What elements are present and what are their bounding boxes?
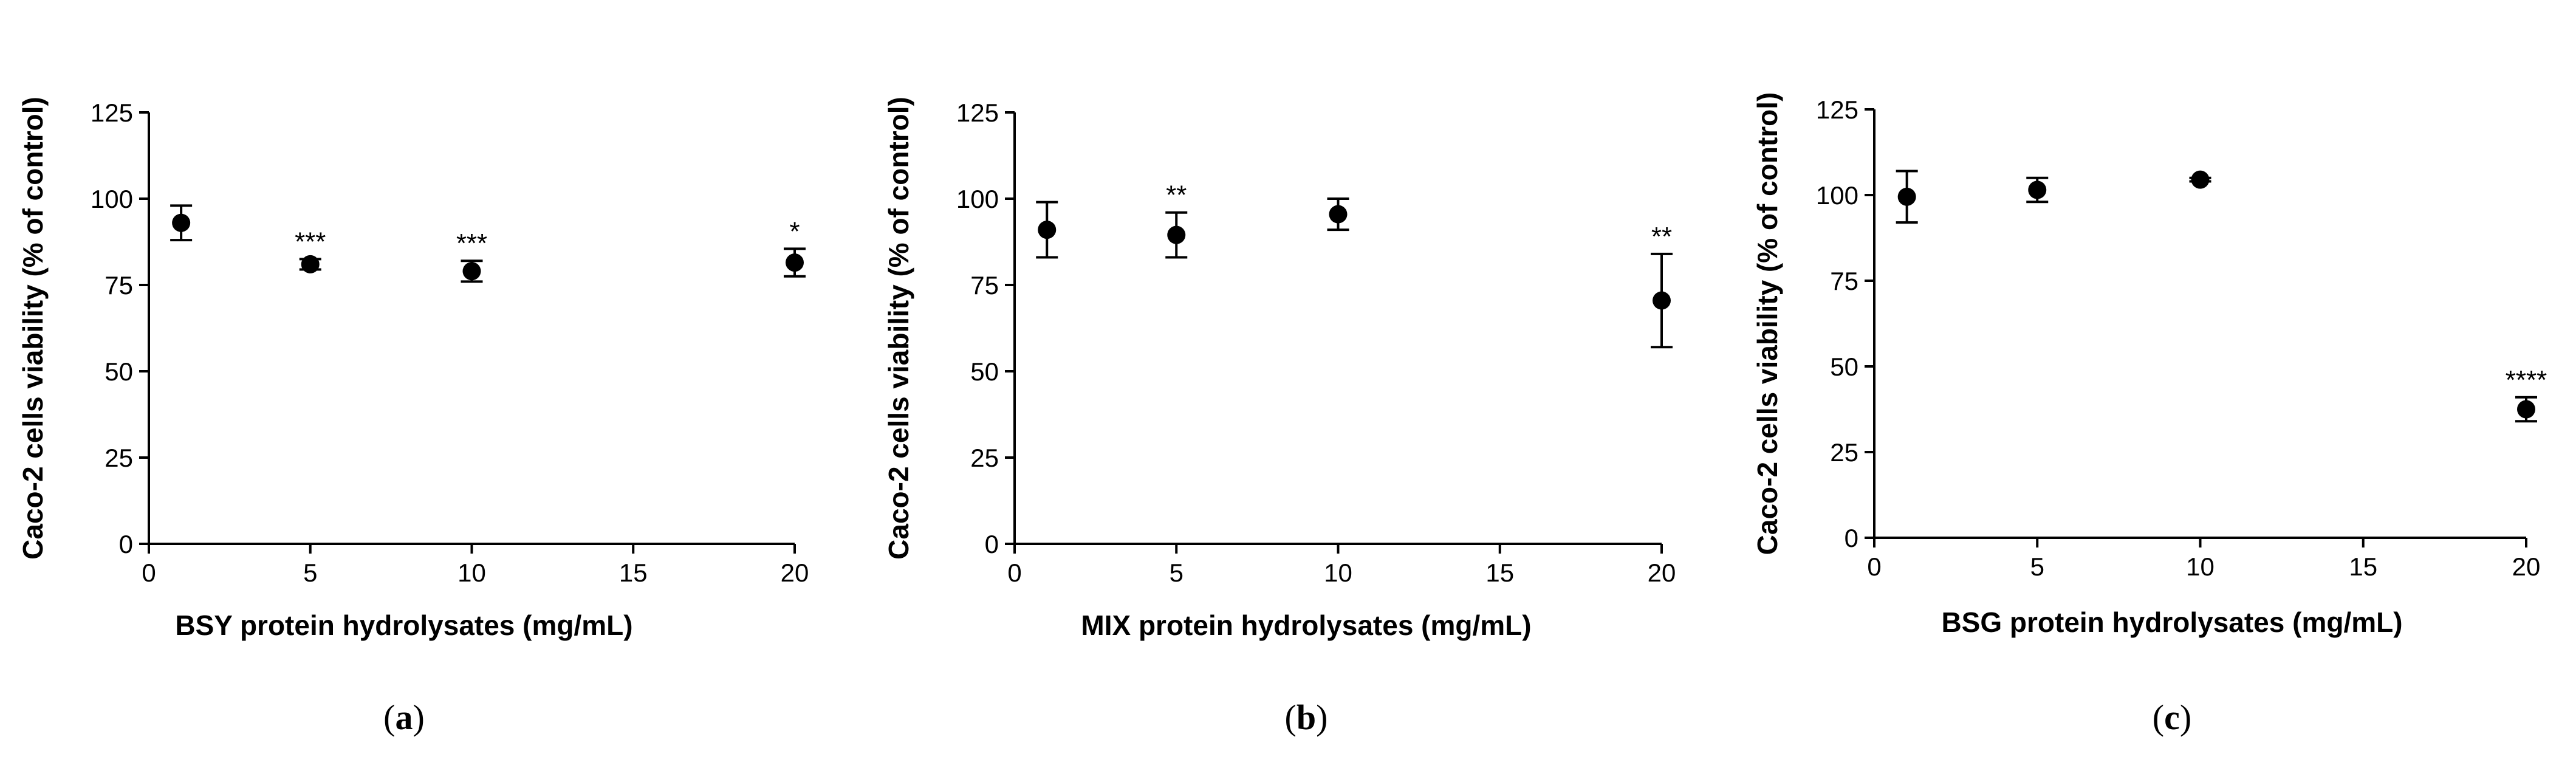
data-point-group: ****: [2506, 365, 2547, 423]
data-point-group: ***: [295, 227, 326, 273]
data-point-group: *: [784, 216, 806, 278]
significance-label: **: [1166, 180, 1187, 210]
y-axis-label: Caco-2 cells viability (% of control): [17, 97, 49, 560]
data-point: [1167, 225, 1186, 244]
data-point-group: **: [1651, 222, 1673, 349]
x-tick-label: 15: [2349, 552, 2377, 581]
x-tick-label: 15: [619, 558, 648, 587]
x-tick-label: 0: [1867, 552, 1881, 581]
panel-a: 0 25 50 75 100 125 0 5 10 15 20 BSY protein hydroly…: [17, 97, 809, 737]
data-point: [1653, 291, 1671, 310]
y-tick-label: 25: [104, 444, 133, 472]
y-tick-label: 0: [119, 530, 133, 558]
x-axis-label: BSY protein hydrolysates (mg/mL): [175, 609, 632, 641]
data-point-group: [170, 204, 193, 242]
significance-label: *: [789, 216, 800, 246]
data-point-group: ***: [456, 228, 487, 283]
x-axis-label: MIX protein hydrolysates (mg/mL): [1081, 609, 1531, 641]
data-point-group: [1327, 197, 1349, 232]
x-axis-label: BSG protein hydrolysates (mg/mL): [1941, 606, 2402, 638]
x-tick-label: 10: [1324, 558, 1352, 587]
data-point: [786, 253, 804, 272]
data-point: [172, 213, 191, 232]
y-tick-label: 50: [104, 357, 133, 386]
x-tick-label: 5: [1170, 558, 1184, 587]
y-tick-label: 50: [1830, 352, 1858, 381]
x-tick-label: 20: [2512, 552, 2541, 581]
data-point: [301, 255, 320, 273]
y-tick-label: 25: [1830, 438, 1858, 467]
x-tick-label: 5: [2030, 552, 2044, 581]
x-tick-label: 20: [781, 558, 809, 587]
y-tick-label: 100: [956, 185, 999, 213]
panel-label: (c): [2153, 698, 2191, 737]
significance-label: ***: [295, 227, 326, 256]
panel-label: (a): [383, 698, 425, 737]
data-point: [2028, 180, 2047, 199]
data-point: [2517, 400, 2535, 419]
significance-label: ****: [2506, 365, 2547, 395]
y-tick-label: 75: [970, 271, 999, 300]
data-point-group: **: [1165, 180, 1188, 259]
y-tick-label: 125: [91, 98, 133, 127]
y-tick-label: 100: [91, 185, 133, 213]
y-tick-label: 75: [1830, 267, 1858, 295]
panel-label: (b): [1285, 698, 1328, 737]
data-point-group: [1036, 201, 1058, 259]
x-tick-label: 5: [303, 558, 317, 587]
y-tick-label: 125: [1816, 95, 1858, 124]
y-axis-label: Caco-2 cells viability (% of control): [883, 97, 914, 560]
x-tick-label: 15: [1485, 558, 1514, 587]
data-point: [1038, 221, 1057, 239]
y-tick-label: 75: [104, 271, 133, 300]
y-tick-label: 25: [970, 444, 999, 472]
y-tick-label: 125: [956, 98, 999, 127]
panel-b: 0 25 50 75 100 125 0 5 10 15 20 MIX protein hydroly…: [883, 97, 1676, 737]
y-tick-label: 0: [985, 530, 999, 558]
y-tick-label: 100: [1816, 181, 1858, 210]
y-tick-label: 50: [970, 357, 999, 386]
data-point: [1897, 187, 1916, 206]
x-tick-label: 10: [2186, 552, 2215, 581]
significance-label: ***: [456, 228, 487, 258]
x-tick-label: 0: [1007, 558, 1021, 587]
x-tick-label: 20: [1648, 558, 1676, 587]
x-tick-label: 0: [142, 558, 156, 587]
data-point-group: [2189, 170, 2211, 189]
significance-label: **: [1651, 222, 1672, 252]
x-tick-label: 10: [457, 558, 486, 587]
y-tick-label: 0: [1845, 524, 1858, 552]
data-point-group: [2026, 176, 2049, 204]
panel-c: 0 25 50 75 100 125 0 5 10 15 20 BSG protein hydroly…: [1752, 92, 2547, 737]
y-axis-label: Caco-2 cells viability (% of control): [1752, 92, 1783, 555]
data-point: [1329, 205, 1348, 224]
data-point: [462, 262, 481, 281]
data-point-group: [1896, 170, 1918, 224]
data-point: [2191, 170, 2210, 189]
